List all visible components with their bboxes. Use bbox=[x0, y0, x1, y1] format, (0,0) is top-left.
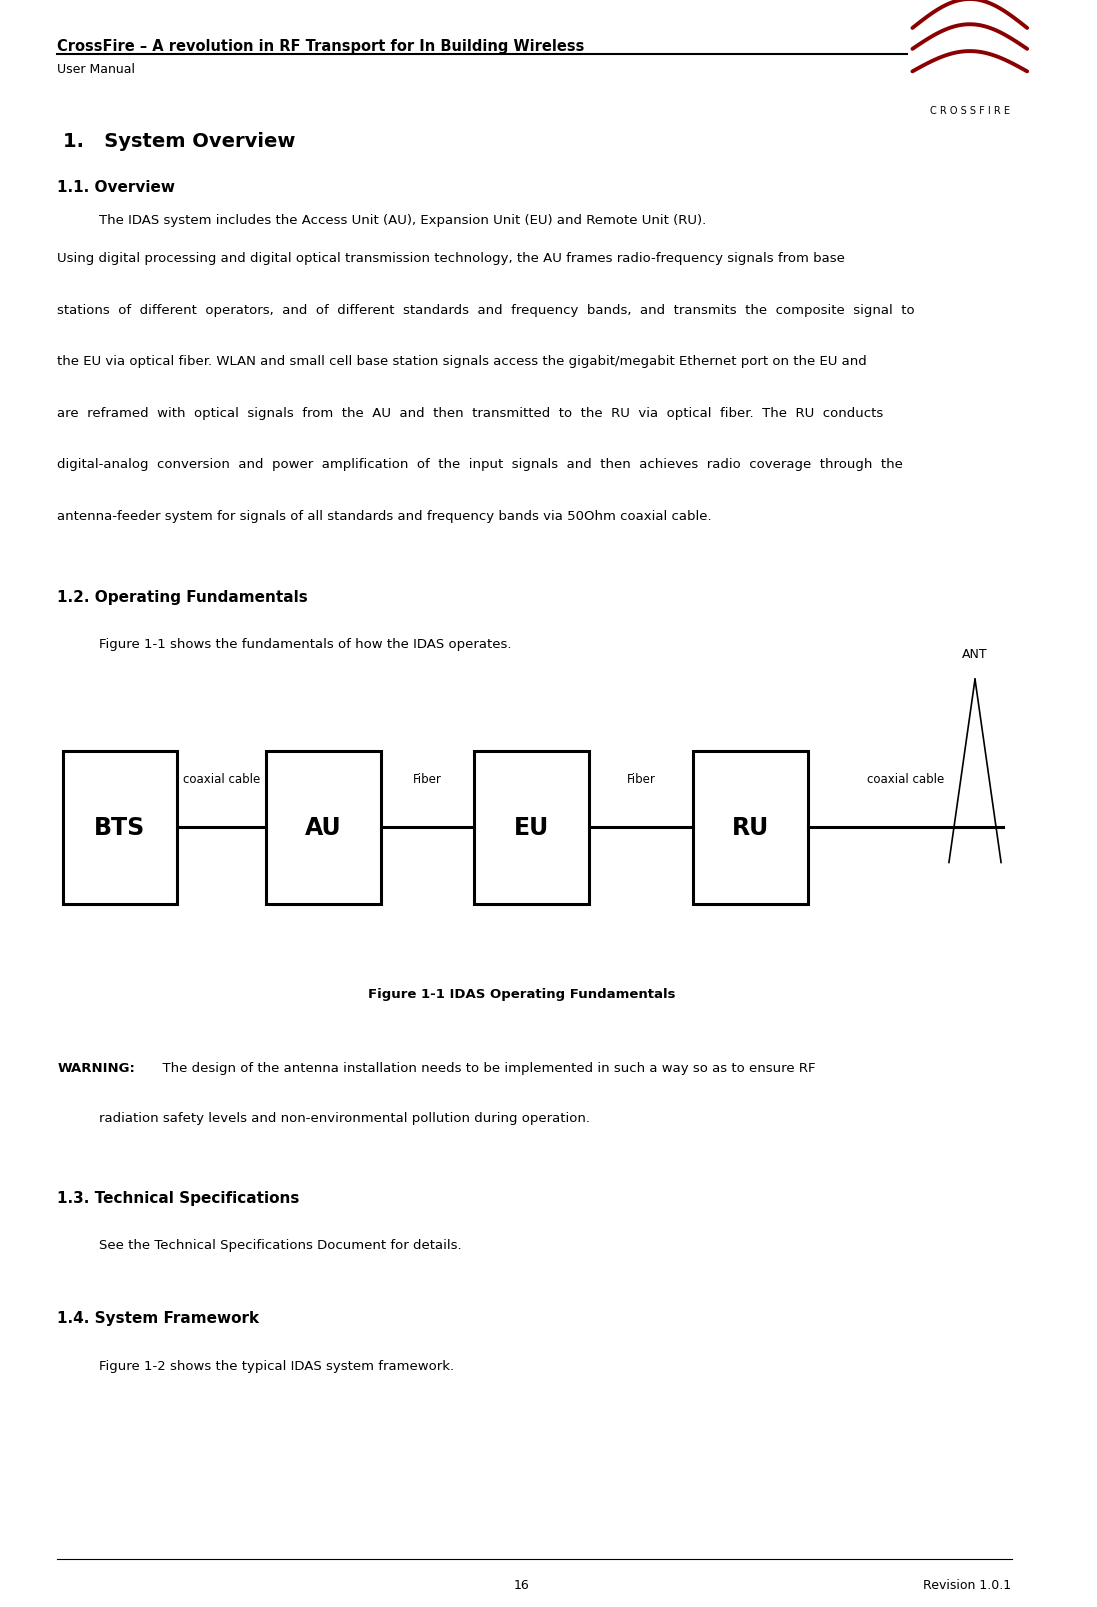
Text: RU: RU bbox=[732, 816, 769, 839]
Text: radiation safety levels and non-environmental pollution during operation.: radiation safety levels and non-environm… bbox=[99, 1112, 590, 1125]
Text: digital-analog  conversion  and  power  amplification  of  the  input  signals  : digital-analog conversion and power ampl… bbox=[57, 458, 903, 471]
Text: 1.3. Technical Specifications: 1.3. Technical Specifications bbox=[57, 1191, 299, 1205]
Text: 16: 16 bbox=[513, 1578, 529, 1591]
Text: 1.   System Overview: 1. System Overview bbox=[63, 132, 295, 151]
Text: See the Technical Specifications Document for details.: See the Technical Specifications Documen… bbox=[99, 1239, 462, 1252]
Text: Revision 1.0.1: Revision 1.0.1 bbox=[924, 1578, 1011, 1591]
Text: stations  of  different  operators,  and  of  different  standards  and  frequen: stations of different operators, and of … bbox=[57, 304, 915, 317]
Text: ANT: ANT bbox=[962, 648, 987, 660]
Text: Figure 1-2 shows the typical IDAS system framework.: Figure 1-2 shows the typical IDAS system… bbox=[99, 1360, 454, 1372]
FancyBboxPatch shape bbox=[265, 752, 381, 905]
FancyBboxPatch shape bbox=[63, 752, 178, 905]
Text: Figure 1-1 IDAS Operating Fundamentals: Figure 1-1 IDAS Operating Fundamentals bbox=[367, 988, 675, 1001]
FancyBboxPatch shape bbox=[475, 752, 589, 905]
Text: The IDAS system includes the Access Unit (AU), Expansion Unit (EU) and Remote Un: The IDAS system includes the Access Unit… bbox=[99, 214, 706, 227]
Text: User Manual: User Manual bbox=[57, 63, 135, 76]
Text: Fiber: Fiber bbox=[414, 773, 442, 786]
Text: the EU via optical fiber. WLAN and small cell base station signals access the gi: the EU via optical fiber. WLAN and small… bbox=[57, 355, 867, 368]
Text: antenna-feeder system for signals of all standards and frequency bands via 50Ohm: antenna-feeder system for signals of all… bbox=[57, 509, 712, 522]
Text: Fiber: Fiber bbox=[626, 773, 656, 786]
Text: Figure 1-1 shows the fundamentals of how the IDAS operates.: Figure 1-1 shows the fundamentals of how… bbox=[99, 638, 511, 651]
Text: coaxial cable: coaxial cable bbox=[183, 773, 260, 786]
Text: WARNING:: WARNING: bbox=[57, 1062, 135, 1075]
Text: 1.4. System Framework: 1.4. System Framework bbox=[57, 1311, 260, 1326]
Text: coaxial cable: coaxial cable bbox=[867, 773, 945, 786]
Text: C R O S S F I R E: C R O S S F I R E bbox=[930, 106, 1010, 116]
Text: Using digital processing and digital optical transmission technology, the AU fra: Using digital processing and digital opt… bbox=[57, 252, 845, 265]
Text: EU: EU bbox=[514, 816, 550, 839]
Text: The design of the antenna installation needs to be implemented in such a way so : The design of the antenna installation n… bbox=[155, 1062, 816, 1075]
Text: BTS: BTS bbox=[94, 816, 146, 839]
Text: are  reframed  with  optical  signals  from  the  AU  and  then  transmitted  to: are reframed with optical signals from t… bbox=[57, 407, 883, 419]
Text: 1.2. Operating Fundamentals: 1.2. Operating Fundamentals bbox=[57, 590, 308, 604]
Text: AU: AU bbox=[305, 816, 341, 839]
Text: CrossFire – A revolution in RF Transport for In Building Wireless: CrossFire – A revolution in RF Transport… bbox=[57, 39, 585, 53]
FancyBboxPatch shape bbox=[693, 752, 808, 905]
Text: 1.1. Overview: 1.1. Overview bbox=[57, 180, 176, 194]
